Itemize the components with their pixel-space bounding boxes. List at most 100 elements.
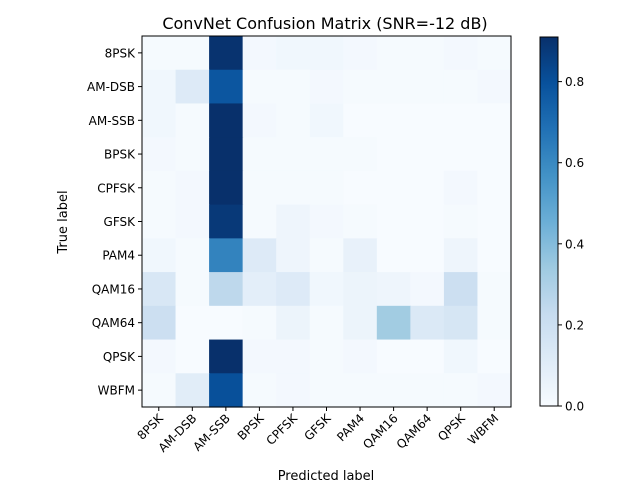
heatmap-cell <box>309 69 344 105</box>
heatmap-cell <box>142 137 177 172</box>
heatmap-cell <box>242 373 277 408</box>
heatmap-cell <box>242 204 277 239</box>
colorbar-tick-label: 0.8 <box>565 75 584 89</box>
heatmap-cell <box>343 170 378 206</box>
x-tick-label: CPFSK <box>263 410 300 447</box>
y-tick-label: GFSK <box>104 215 137 229</box>
heatmap-cell <box>443 272 479 307</box>
heatmap-cell <box>443 36 479 71</box>
heatmap-cell <box>477 170 512 206</box>
heatmap-cell <box>410 339 445 374</box>
heatmap-cell <box>242 305 277 341</box>
heatmap-cell <box>175 305 210 341</box>
heatmap-cell <box>477 339 512 374</box>
heatmap-cell <box>309 103 344 138</box>
heatmap-cell <box>175 238 210 273</box>
heatmap-cell <box>410 137 445 172</box>
heatmap-cell <box>443 204 479 239</box>
heatmap-cell <box>477 373 512 408</box>
heatmap-cell <box>242 137 277 172</box>
y-axis-label: True label <box>56 190 71 254</box>
y-tick-label: BPSK <box>104 148 136 162</box>
heatmap-cell <box>242 103 277 138</box>
colorbar-tick-label: 0.6 <box>565 156 584 170</box>
x-tick-label: GFSK <box>301 410 334 443</box>
heatmap-cell <box>209 69 244 105</box>
heatmap-cell <box>477 204 512 239</box>
heatmap-cell <box>175 339 210 374</box>
heatmap-cell <box>276 204 311 239</box>
heatmap-cell <box>477 103 512 138</box>
heatmap-cell <box>209 272 244 307</box>
x-tick-label: QAM16 <box>360 411 401 452</box>
y-axis-ticks: 8PSK AM-DSB AM-SSB BPSK CPFSK GFSK PAM4 QAM16 QA… <box>87 46 142 398</box>
chart-title: ConvNet Confusion Matrix (SNR=-12 dB) <box>162 14 487 33</box>
heatmap-cell <box>309 170 344 206</box>
heatmap-cell <box>477 305 512 341</box>
colorbar-tick-label: 0.0 <box>565 400 584 414</box>
heatmap-cell <box>209 103 244 138</box>
heatmap-cell <box>477 238 512 273</box>
heatmap-cell <box>443 238 479 273</box>
heatmap-cell <box>209 137 244 172</box>
y-tick-label: QAM64 <box>92 316 135 330</box>
y-tick-label: QAM16 <box>92 282 135 296</box>
heatmap-cell <box>343 204 378 239</box>
y-tick-label: AM-SSB <box>89 114 135 128</box>
heatmap-cell <box>443 339 479 374</box>
heatmap-cell <box>309 272 344 307</box>
heatmap-cell <box>276 373 311 408</box>
heatmap-cell <box>276 238 311 273</box>
heatmap-cell <box>142 373 177 408</box>
heatmap-cell <box>309 305 344 341</box>
heatmap-cell <box>343 238 378 273</box>
heatmap-cell <box>209 36 244 71</box>
heatmap-cell <box>309 339 344 374</box>
heatmap-cell <box>376 305 411 341</box>
y-tick-label: QPSK <box>103 350 136 364</box>
heatmap-cell <box>443 373 479 408</box>
heatmap-cell <box>276 137 311 172</box>
heatmap-cell <box>477 36 512 71</box>
heatmap-cell <box>175 272 210 307</box>
heatmap-cell <box>242 69 277 105</box>
heatmap-cell <box>276 69 311 105</box>
heatmap-cell <box>175 69 210 105</box>
heatmap-cell <box>410 170 445 206</box>
heatmap-cell <box>343 69 378 105</box>
heatmap-cell <box>376 170 411 206</box>
x-tick-label: QPSK <box>435 410 468 443</box>
heatmap-cell <box>477 69 512 105</box>
heatmap-cell <box>242 238 277 273</box>
heatmap-cell <box>410 204 445 239</box>
heatmap-cell <box>343 103 378 138</box>
heatmap-cell <box>276 272 311 307</box>
heatmap-cell <box>410 272 445 307</box>
x-axis-label: Predicted label <box>278 469 375 480</box>
heatmap-cell <box>410 69 445 105</box>
colorbar <box>539 36 559 407</box>
y-tick-label: WBFM <box>98 384 135 398</box>
heatmap-cell <box>309 238 344 273</box>
heatmap-cell <box>309 373 344 408</box>
colorbar-tick-label: 0.4 <box>565 237 584 251</box>
heatmap-cell <box>142 36 177 71</box>
heatmap-cell <box>443 305 479 341</box>
heatmap-cell <box>410 373 445 408</box>
heatmap-cell <box>376 373 411 408</box>
heatmap-cell <box>443 103 479 138</box>
heatmap-cell <box>209 170 244 206</box>
heatmap-cell <box>309 137 344 172</box>
heatmap-cell <box>142 238 177 273</box>
heatmap-cell <box>175 373 210 408</box>
y-tick-label: AM-DSB <box>87 80 135 94</box>
heatmap-cell <box>410 36 445 71</box>
colorbar-ticks: 0.0 0.2 0.4 0.6 0.8 <box>558 75 584 414</box>
heatmap-cell <box>276 339 311 374</box>
heatmap-cell <box>142 170 177 206</box>
colorbar-tick-label: 0.2 <box>565 318 584 332</box>
heatmap-cell <box>477 137 512 172</box>
heatmap-cell <box>376 36 411 71</box>
heatmap-cell <box>276 103 311 138</box>
